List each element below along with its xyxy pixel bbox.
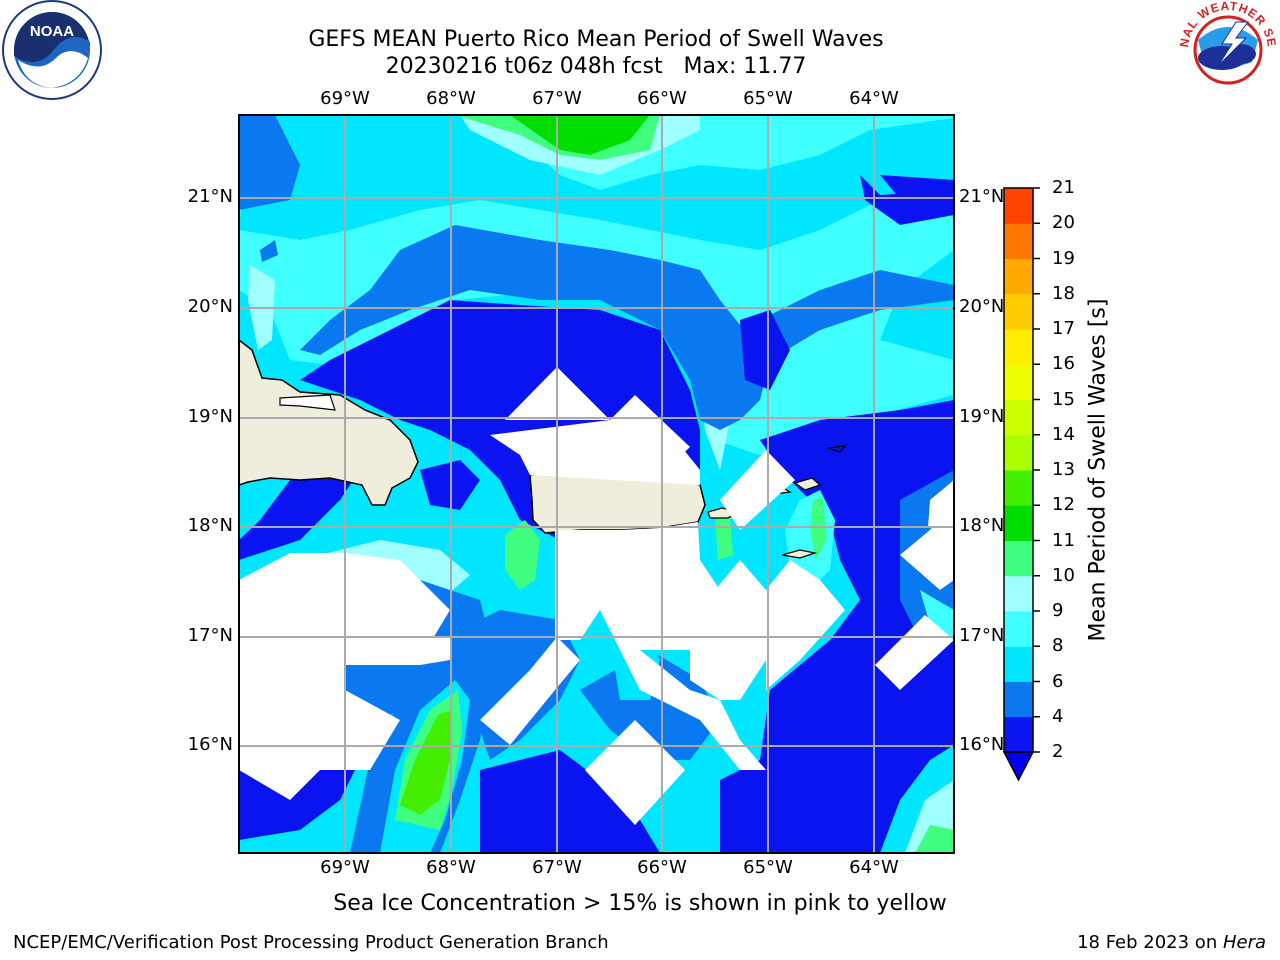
lat-label-left: 19°N [187, 406, 233, 427]
colorbar-segment [1004, 540, 1033, 577]
chart-title: GEFS MEAN Puerto Rico Mean Period of Swe… [308, 27, 884, 52]
colorbar-segment [1004, 258, 1033, 295]
colorbar-segment [1004, 470, 1033, 506]
colorbar-segment [1004, 364, 1033, 400]
colorbar-segment [1004, 434, 1033, 471]
colorbar [1002, 187, 1040, 782]
colorbar-segment [1004, 399, 1033, 436]
lat-label-left: 16°N [187, 734, 233, 755]
colorbar-tick-label: 6 [1052, 670, 1064, 692]
lat-label-left: 21°N [187, 186, 233, 207]
colorbar-segment [1004, 681, 1033, 718]
colorbar-tick-label: 18 [1052, 282, 1075, 304]
colorbar-tick-label: 11 [1052, 529, 1075, 551]
lon-label-top: 69°W [320, 88, 370, 109]
lon-label-top: 68°W [426, 88, 476, 109]
lon-label-bottom: 69°W [320, 857, 370, 878]
colorbar-tick-label: 13 [1052, 459, 1075, 480]
field-11-12-south [400, 710, 452, 815]
lat-label-left: 20°N [187, 296, 233, 317]
footer-date: 18 Feb 2023 on Hera [1077, 932, 1266, 953]
swell-period-field [239, 115, 954, 853]
lon-label-bottom: 68°W [426, 857, 476, 878]
lon-label-bottom: 66°W [637, 857, 687, 878]
colorbar-tick-label: 12 [1052, 494, 1075, 516]
lat-label-right: 20°N [959, 296, 1005, 317]
lon-label-bottom: 65°W [743, 857, 793, 878]
colorbar-segment [1004, 646, 1033, 682]
lat-label-right: 17°N [959, 625, 1005, 646]
colorbar-segment [1004, 223, 1033, 259]
colorbar-tick-label: 21 [1052, 177, 1075, 198]
colorbar-segment [1004, 716, 1033, 753]
lon-label-bottom: 64°W [849, 857, 899, 878]
field-2-4-band [300, 225, 954, 430]
sea-ice-note: Sea Ice Concentration > 15% is shown in … [333, 891, 947, 916]
colorbar-tick-label: 19 [1052, 247, 1075, 269]
field-10-11-north [510, 115, 650, 155]
colorbar-segment [1004, 575, 1033, 612]
lat-label-right: 16°N [959, 734, 1005, 755]
colorbar-segment [1004, 329, 1033, 365]
chart-subtitle: 20230216 t06z 048h fcst Max: 11.77 [385, 54, 807, 79]
field-below-2-east [720, 400, 954, 853]
lon-label-top: 67°W [532, 88, 582, 109]
colorbar-tick-label: 14 [1052, 423, 1075, 445]
lat-label-right: 18°N [959, 515, 1005, 536]
svg-text:NATIONAL WEATHER SERVICE: NATIONAL WEATHER SERVICE [0, 0, 1279, 48]
colorbar-tick-label: 10 [1052, 564, 1075, 586]
lat-label-right: 19°N [959, 406, 1005, 427]
colorbar-tick-label: 2 [1052, 741, 1064, 762]
map-frame [238, 114, 955, 854]
svg-text:NOAA: NOAA [30, 23, 74, 40]
nws-logo: NATIONAL WEATHER SERVICE [0, 0, 1279, 98]
colorbar-segment [1004, 188, 1033, 224]
colorbar-under-arrow [1002, 751, 1035, 782]
colorbar-segment [1004, 505, 1033, 541]
hispaniola-land [239, 339, 419, 506]
lon-label-top: 65°W [743, 88, 793, 109]
noaa-logo: NOAA [2, 0, 102, 100]
footer-credit: NCEP/EMC/Verification Post Processing Pr… [13, 932, 609, 953]
colorbar-tick-label: 4 [1052, 705, 1064, 727]
graticule [239, 115, 954, 853]
colorbar-segment [1004, 293, 1033, 330]
lon-label-bottom: 67°W [532, 857, 582, 878]
colorbar-tick-label: 9 [1052, 600, 1064, 621]
colorbar-segment [1004, 611, 1033, 647]
lon-label-top: 66°W [637, 88, 687, 109]
colorbar-tick-label: 16 [1052, 353, 1075, 375]
field-4-6-band [239, 115, 954, 250]
lon-label-top: 64°W [849, 88, 899, 109]
st-croix-island [781, 549, 818, 559]
colorbar-tick-label: 15 [1052, 388, 1075, 410]
colorbar-tick-label: 17 [1052, 318, 1075, 339]
lat-label-left: 18°N [187, 515, 233, 536]
colorbar-tick-label: 20 [1052, 212, 1075, 234]
colorbar-tick-label: 8 [1052, 635, 1064, 657]
lat-label-right: 21°N [959, 186, 1005, 207]
lat-label-left: 17°N [187, 625, 233, 646]
